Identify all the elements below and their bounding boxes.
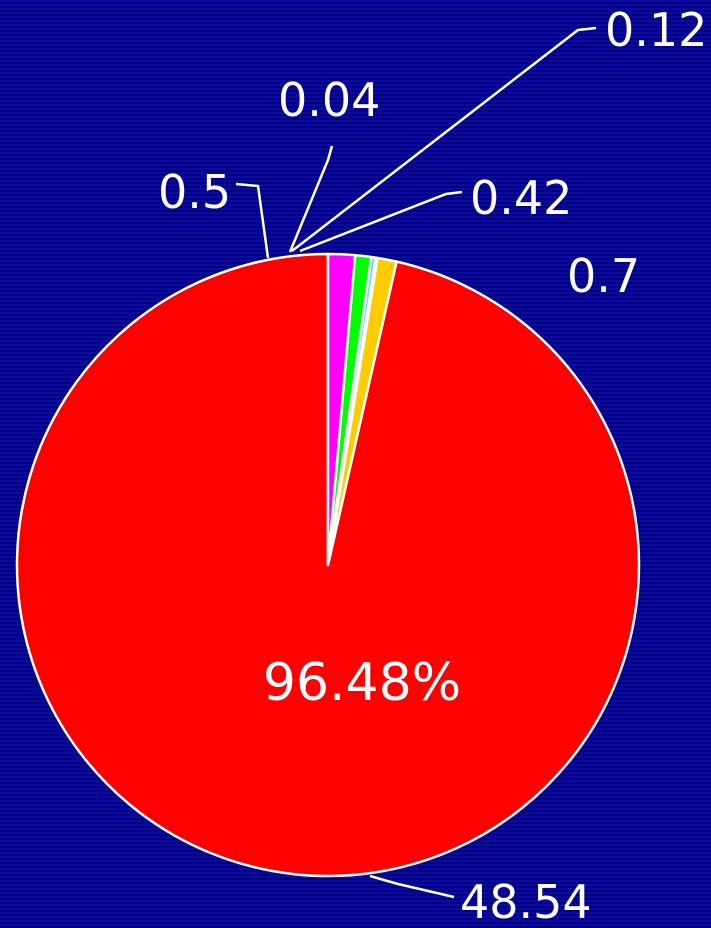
leader-line [288,145,334,253]
leader-line [299,190,463,253]
leader-line [235,182,270,259]
slice-value-label: 48.54 [460,875,592,924]
pie-percentage-label: 96.48% [263,653,461,713]
pie-slice [326,252,357,567]
slice-value-label: 0.12 [605,3,707,57]
leader-line [291,26,597,252]
slices-layer [15,252,641,878]
leader-line [369,874,455,899]
slice-value-label: 0.42 [470,171,572,225]
labels-layer: 48.54 0.5 0.04 0.12 0.42 0.7 [158,3,707,928]
slice-value-label: 0.04 [278,73,380,127]
leader-lines-layer [235,26,597,899]
slice-value-label: 0.5 [158,165,231,219]
slice-value-label: 0.7 [567,249,640,303]
